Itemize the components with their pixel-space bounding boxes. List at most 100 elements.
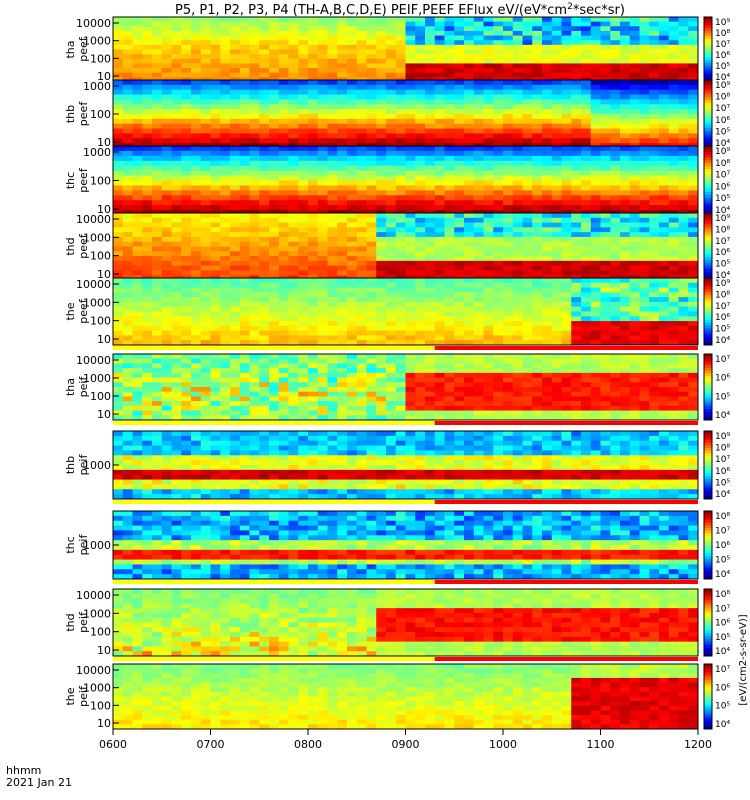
heatmap-cell — [269, 292, 280, 298]
heatmap-cell — [620, 54, 631, 60]
heatmap-cell — [473, 118, 484, 125]
heatmap-cell — [425, 265, 436, 271]
heatmap-cell — [376, 213, 387, 219]
heatmap-cell — [366, 109, 377, 115]
heatmap-cell — [210, 35, 221, 41]
heatmap-cell — [347, 54, 358, 60]
heatmap-cell — [425, 236, 436, 243]
heatmap-cell — [142, 415, 153, 421]
heatmap-cell — [629, 287, 640, 293]
heatmap-cell — [454, 104, 465, 110]
colorbar-segment — [704, 19, 712, 23]
heatmap-cell — [532, 316, 543, 322]
heatmap-cell — [415, 175, 426, 181]
heatmap-cell — [230, 63, 241, 69]
heatmap-cell — [259, 306, 270, 312]
heatmap-cell — [200, 306, 211, 312]
heatmap-cell — [376, 287, 387, 293]
heatmap-cell — [688, 185, 699, 191]
heatmap-cell — [259, 368, 270, 374]
heatmap-cell — [493, 325, 504, 332]
heatmap-cell — [113, 26, 124, 32]
heatmap-cell — [483, 84, 494, 91]
heatmap-cell — [337, 123, 348, 129]
heatmap-cell — [269, 311, 280, 317]
heatmap-cell — [395, 325, 406, 332]
heatmap-cell — [142, 217, 153, 223]
heatmap-cell — [473, 401, 484, 407]
heatmap-cell — [161, 35, 172, 41]
heatmap-cell — [444, 265, 455, 271]
heatmap-cell — [337, 282, 348, 288]
heatmap-cell — [278, 138, 289, 144]
heatmap-cell — [308, 72, 319, 78]
heatmap-cell — [249, 146, 260, 152]
heatmap-cell — [161, 363, 172, 369]
heatmap-cell — [503, 94, 514, 100]
heatmap-cell — [210, 217, 221, 223]
heatmap-cell — [542, 146, 553, 152]
heatmap-cell — [532, 297, 543, 303]
heatmap-cell — [171, 325, 182, 332]
heatmap-cell — [425, 377, 436, 383]
heatmap-cell — [610, 104, 621, 110]
heatmap-cell — [600, 205, 611, 211]
heatmap-cell — [171, 35, 182, 41]
heatmap-cell — [649, 160, 660, 167]
heatmap-cell — [308, 160, 319, 167]
heatmap-cell — [337, 94, 348, 100]
heatmap-cell — [317, 49, 328, 55]
heatmap-cell — [376, 396, 387, 402]
heatmap-cell — [434, 241, 445, 247]
heatmap-cell — [532, 213, 543, 219]
heatmap-cell — [590, 44, 601, 50]
heatmap-cell — [278, 175, 289, 181]
heatmap-cell — [347, 377, 358, 383]
heatmap-cell — [415, 80, 426, 86]
heatmap-cell — [415, 205, 426, 211]
heatmap-cell — [688, 175, 699, 181]
heatmap-cell — [581, 246, 592, 252]
heatmap-cell — [259, 160, 270, 167]
heatmap-cell — [191, 316, 202, 322]
heatmap-cell — [483, 35, 494, 41]
heatmap-cell — [620, 118, 631, 125]
heatmap-cell — [405, 35, 416, 41]
heatmap-cell — [532, 180, 543, 186]
heatmap-cell — [425, 292, 436, 298]
heatmap-cell — [444, 128, 455, 134]
heatmap-cell — [308, 155, 319, 162]
heatmap-cell — [278, 316, 289, 322]
heatmap-cell — [317, 44, 328, 50]
heatmap-cell — [308, 104, 319, 110]
heatmap-cell — [142, 372, 153, 378]
heatmap-cell — [347, 401, 358, 407]
heatmap-cell — [600, 94, 611, 100]
heatmap-cell — [152, 170, 163, 176]
heatmap-cell — [434, 94, 445, 100]
heatmap-cell — [581, 195, 592, 201]
heatmap-cell — [522, 282, 533, 288]
heatmap-cell — [142, 363, 153, 369]
heatmap-cell — [376, 49, 387, 55]
heatmap-cell — [308, 17, 319, 23]
heatmap-cell — [483, 265, 494, 271]
heatmap-cell — [200, 251, 211, 257]
colorbar-segment — [704, 311, 712, 315]
heatmap-cell — [288, 325, 299, 332]
heatmap-cell — [376, 94, 387, 100]
heatmap-cell — [444, 109, 455, 115]
heatmap-cell — [386, 49, 397, 55]
colorbar-segment — [704, 177, 712, 181]
heatmap-cell — [590, 30, 601, 36]
heatmap-cell — [493, 363, 504, 369]
heatmap-cell — [269, 128, 280, 134]
heatmap-cell — [415, 89, 426, 95]
heatmap-cell — [395, 241, 406, 247]
heatmap-cell — [278, 190, 289, 196]
heatmap-cell — [171, 190, 182, 196]
heatmap-cell — [620, 21, 631, 27]
heatmap-cell — [620, 232, 631, 238]
heatmap-cell — [581, 321, 592, 327]
heatmap-cell — [200, 396, 211, 402]
